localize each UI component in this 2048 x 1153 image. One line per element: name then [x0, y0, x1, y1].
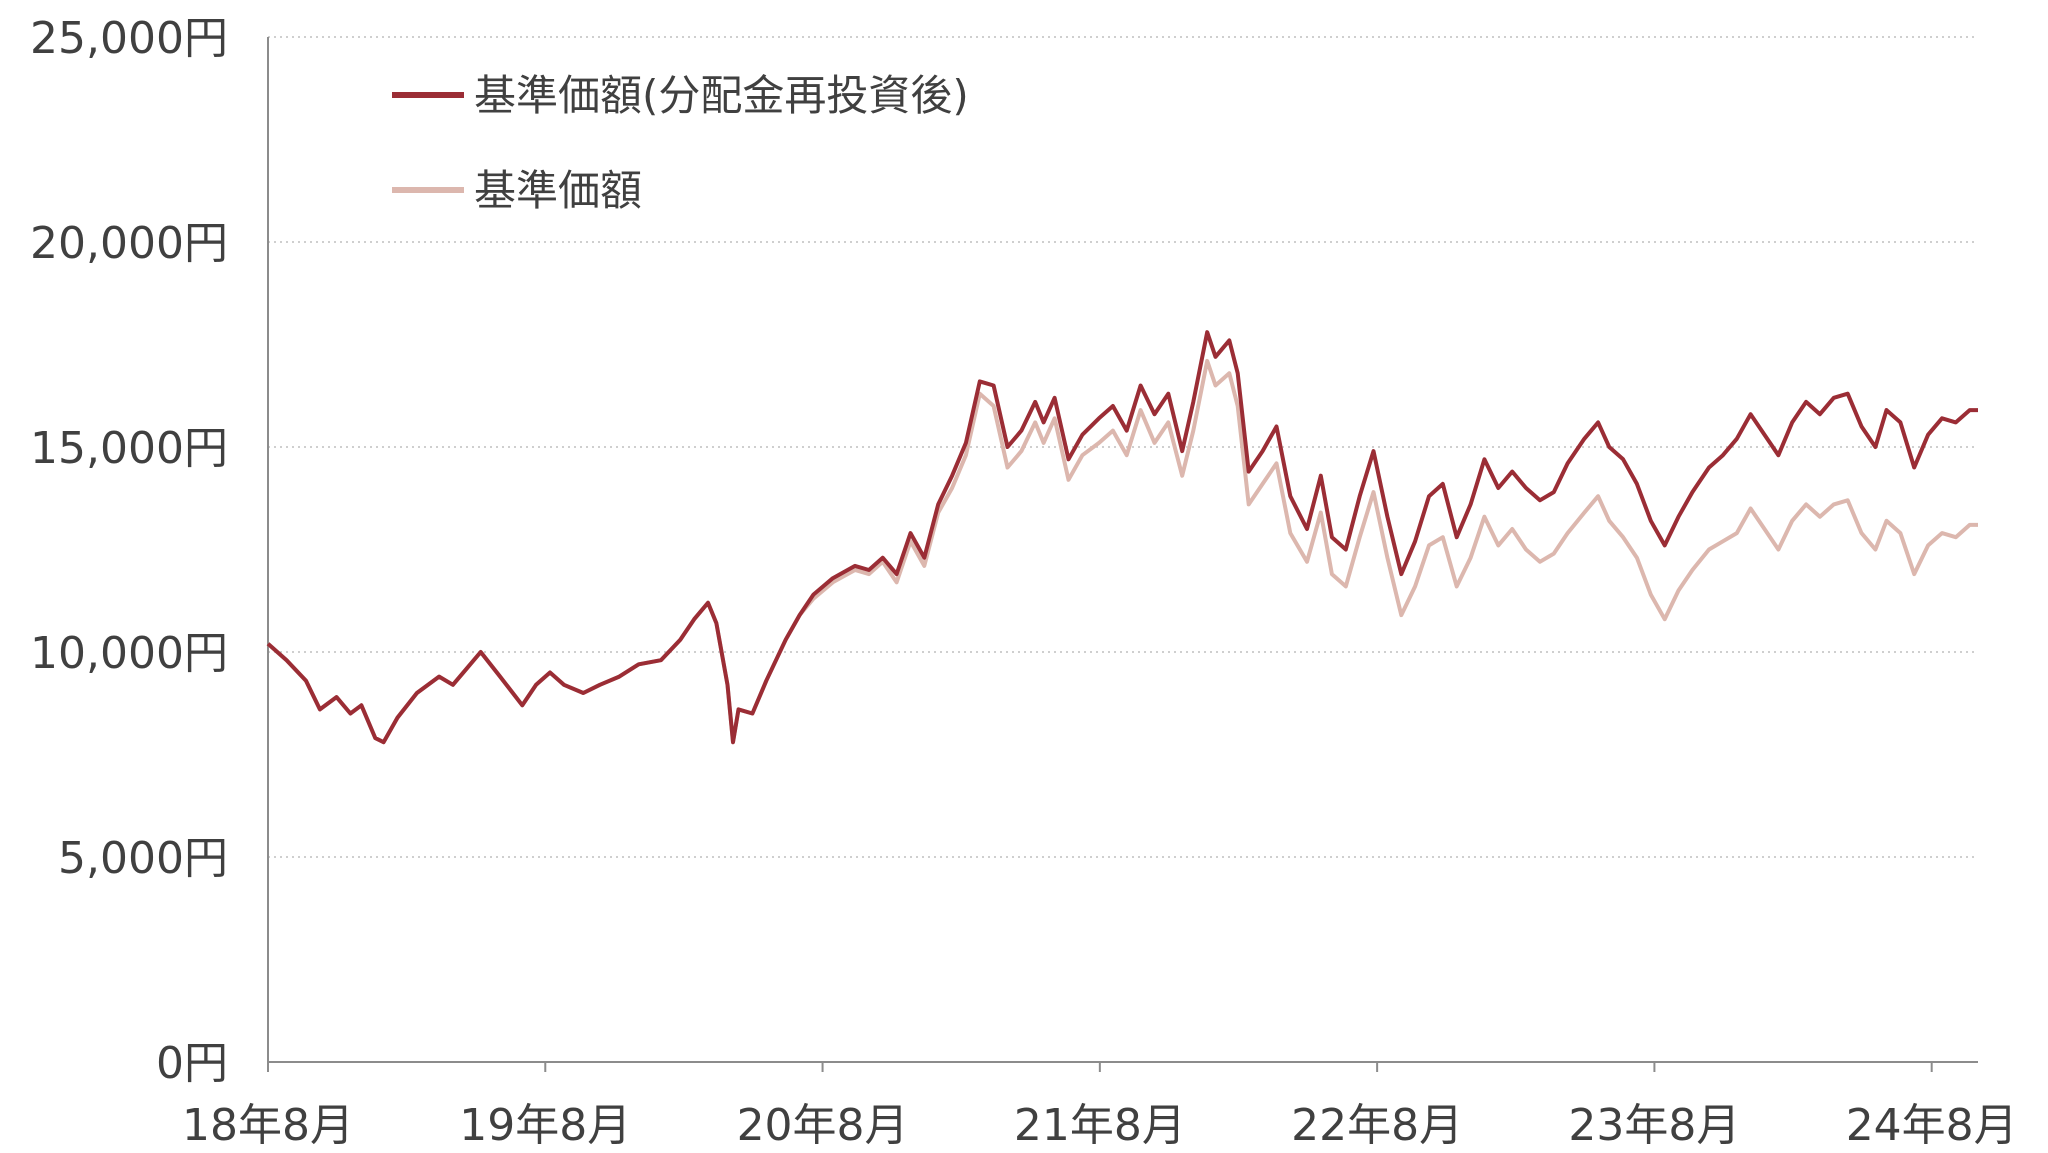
legend-label-nav: 基準価額 — [474, 166, 642, 215]
series-layer — [266, 330, 1978, 745]
legend-item-nav: 基準価額 — [392, 166, 642, 215]
series-line-nav — [266, 358, 1978, 745]
y-tick-label: 0円 — [156, 1038, 228, 1089]
x-tick-label: 18年8月 — [182, 1100, 354, 1151]
x-tick-label: 23年8月 — [1568, 1100, 1740, 1151]
y-tick-label: 10,000円 — [30, 628, 228, 679]
y-tick-label: 20,000円 — [30, 218, 228, 269]
y-tick-labels: 0円 5,000円 10,000円 15,000円 20,000円 25,000円 — [30, 13, 228, 1089]
x-tick-label: 24年8月 — [1846, 1100, 2018, 1151]
x-tick-label: 20年8月 — [737, 1100, 909, 1151]
x-tick-label: 22年8月 — [1291, 1100, 1463, 1151]
x-tick-label: 21年8月 — [1014, 1100, 1186, 1151]
y-tick-label: 5,000円 — [58, 833, 228, 884]
x-tick-label: 19年8月 — [459, 1100, 631, 1151]
y-tick-label: 15,000円 — [30, 423, 228, 474]
y-tick-label: 25,000円 — [30, 13, 228, 64]
series-line-reinvested — [266, 330, 1978, 745]
legend: 基準価額(分配金再投資後) 基準価額 — [392, 71, 969, 215]
axes — [267, 37, 1978, 1072]
legend-label-reinvested: 基準価額(分配金再投資後) — [474, 71, 969, 120]
legend-item-reinvested: 基準価額(分配金再投資後) — [392, 71, 969, 120]
x-tick-labels: 18年8月 19年8月 20年8月 21年8月 22年8月 23年8月 24年8月 — [182, 1100, 2018, 1151]
